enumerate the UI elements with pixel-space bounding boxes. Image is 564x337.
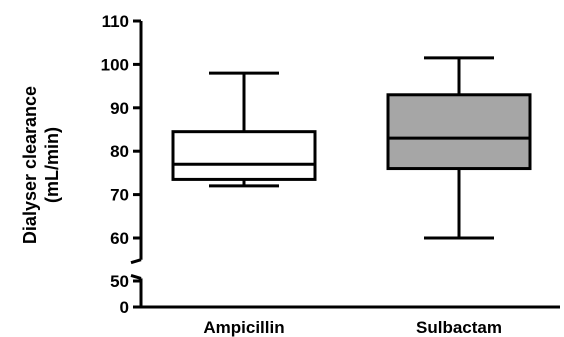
box-ampicillin [171,71,317,188]
box-sulbactam [386,56,532,240]
x-axis-labels: Ampicillin Sulbactam [203,318,502,337]
y-tick-label: 110 [102,12,129,31]
iqr-box [386,93,532,171]
y-axis-title-line2: (mL/min) [42,127,62,203]
y-axis-title-line1: Dialyser clearance [20,86,40,244]
x-category-label: Ampicillin [203,318,284,337]
axis-break-mark-lower [130,273,142,280]
y-tick-label: 50 [110,272,129,291]
iqr-box [171,130,317,181]
axis-break-mark-upper [130,258,142,265]
y-tick-label: 80 [110,142,129,161]
y-tick-label: 70 [110,186,129,205]
x-category-label: Sulbactam [416,318,502,337]
y-tick-label: 90 [110,99,129,118]
y-tick-label: 0 [120,298,129,317]
y-tick-label: 60 [110,229,129,248]
y-axis-title: Dialyser clearance (mL/min) [20,86,62,244]
axes: 60 70 80 90 100 110 0 50 [101,12,560,317]
boxes [171,56,532,240]
y-tick-label: 100 [101,55,129,74]
